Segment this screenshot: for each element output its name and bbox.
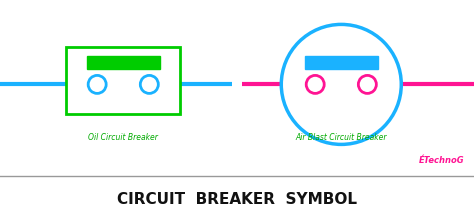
Text: Oil Circuit Breaker: Oil Circuit Breaker — [88, 133, 158, 142]
Ellipse shape — [281, 24, 401, 144]
Ellipse shape — [358, 75, 376, 93]
Text: CIRCUIT  BREAKER  SYMBOL: CIRCUIT BREAKER SYMBOL — [117, 192, 357, 207]
Bar — [86, 56, 160, 69]
Ellipse shape — [306, 75, 324, 93]
Text: ÉTechnoG: ÉTechnoG — [419, 156, 465, 165]
Bar — [66, 47, 180, 114]
Bar — [304, 56, 378, 69]
Ellipse shape — [88, 75, 106, 93]
Ellipse shape — [140, 75, 158, 93]
Text: Air Blast Circuit Breaker: Air Blast Circuit Breaker — [295, 133, 387, 142]
